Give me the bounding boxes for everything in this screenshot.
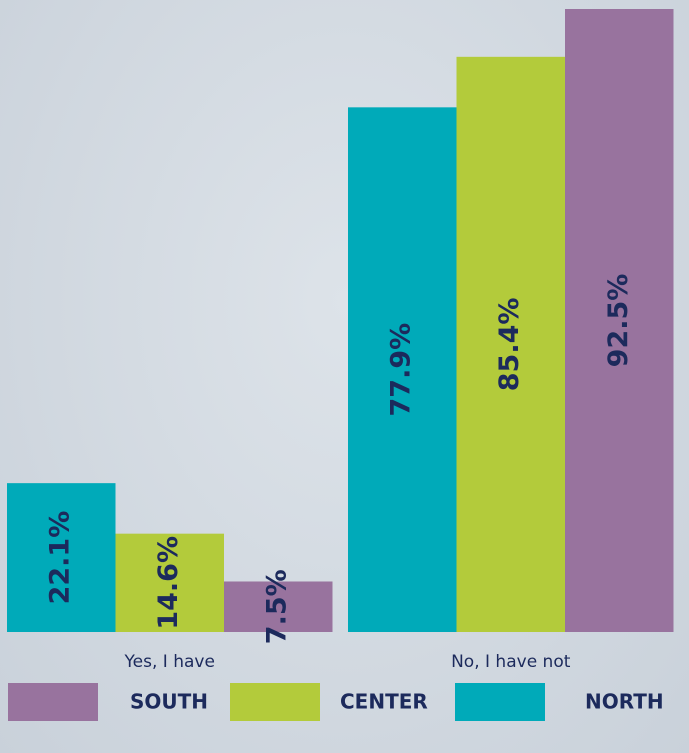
value-label: 22.1% — [45, 511, 76, 605]
bar — [224, 581, 333, 632]
value-label: 92.5% — [603, 274, 634, 368]
category-label: Yes, I have — [124, 652, 215, 672]
legend-label: CENTER — [340, 690, 428, 714]
legend-label: NORTH — [585, 690, 664, 714]
bar — [348, 107, 457, 633]
bar — [7, 483, 116, 632]
value-label: 14.6% — [153, 536, 184, 630]
bar — [456, 56, 565, 632]
legend-swatch — [8, 683, 98, 721]
value-label: 77.9% — [386, 323, 417, 417]
legend-label: SOUTH — [130, 690, 208, 714]
value-label: 7.5% — [262, 569, 293, 644]
bar — [565, 9, 674, 632]
bar — [115, 533, 224, 632]
category-label: No, I have not — [451, 652, 571, 672]
value-label: 85.4% — [494, 298, 525, 392]
legend-swatch — [455, 683, 545, 721]
legend-swatch — [230, 683, 320, 721]
